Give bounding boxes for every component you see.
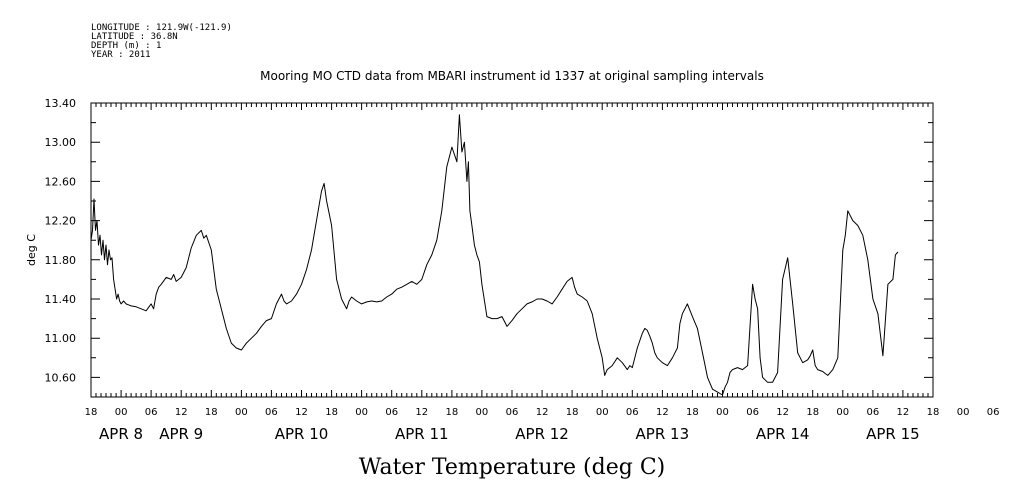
x-hour-label: 12 [175, 407, 188, 418]
longitude-label: LONGITUDE : 121.9W(-121.9) [91, 23, 232, 33]
x-day-label: APR 13 [636, 425, 690, 443]
depth-label: DEPTH (m) : 1 [91, 41, 161, 51]
x-axis: 18 00 06 12 18 00 06 12 18 00 06 12 18 00 06 12 18 00 06 12… [85, 407, 1000, 443]
plot-frame [90, 102, 934, 398]
x-hour-label: 12 [656, 407, 669, 418]
x-day-label: APR 10 [275, 425, 329, 443]
series-layer [90, 114, 899, 396]
x-hour-label: 06 [626, 407, 639, 418]
x-hour-label: 00 [836, 407, 849, 418]
x-day-label: APR 11 [395, 425, 449, 443]
year-label: YEAR : 2011 [91, 50, 151, 60]
x-hour-label: 18 [566, 407, 579, 418]
x-hour-label: 12 [897, 407, 910, 418]
temperature-series-line [90, 114, 899, 396]
x-hour-label: 06 [987, 407, 1000, 418]
x-hour-label: 00 [957, 407, 970, 418]
y-tick-label: 11.40 [45, 293, 77, 306]
x-hour-label: 00 [476, 407, 489, 418]
axis-ticks [90, 102, 934, 398]
x-hour-label: 18 [85, 407, 98, 418]
y-tick-label: 12.20 [45, 215, 77, 228]
x-hour-label: 18 [445, 407, 458, 418]
x-hour-label: 12 [776, 407, 789, 418]
y-tick-label: 12.60 [45, 175, 77, 188]
x-hour-label: 06 [385, 407, 398, 418]
x-hour-label: 00 [355, 407, 368, 418]
x-hour-label: 18 [686, 407, 699, 418]
x-day-label: APR 8 [99, 425, 143, 443]
x-hour-label: 12 [415, 407, 428, 418]
y-tick-label: 11.80 [45, 254, 77, 267]
x-hour-label: 00 [716, 407, 729, 418]
x-axis-label: Water Temperature (deg C) [359, 455, 666, 480]
x-day-label: APR 9 [159, 425, 203, 443]
y-tick-label: 13.00 [45, 136, 77, 149]
x-hour-label: 18 [806, 407, 819, 418]
x-hour-label: 00 [115, 407, 128, 418]
y-tick-label: 13.40 [45, 97, 77, 110]
y-tick-label: 11.00 [45, 332, 77, 345]
x-hour-label: 00 [596, 407, 609, 418]
x-hour-label: 06 [265, 407, 278, 418]
x-hour-label: 12 [295, 407, 308, 418]
x-hour-label: 06 [866, 407, 879, 418]
x-hour-label: 06 [506, 407, 519, 418]
y-tick-label: 10.60 [45, 371, 77, 384]
x-hour-label: 18 [927, 407, 940, 418]
x-hour-label: 00 [235, 407, 248, 418]
latitude-label: LATITUDE : 36.8N [91, 32, 178, 42]
x-hour-label: 06 [145, 407, 158, 418]
chart-title: Mooring MO CTD data from MBARI instrumen… [260, 69, 764, 83]
y-axis: 10.60 11.00 11.40 11.80 12.20 12.60 13.00 13.40 [45, 97, 77, 384]
x-day-label: APR 15 [866, 425, 920, 443]
x-hour-label: 12 [536, 407, 549, 418]
x-day-label: APR 12 [515, 425, 569, 443]
x-day-label: APR 14 [756, 425, 810, 443]
x-hour-label: 18 [205, 407, 218, 418]
x-hour-label: 18 [325, 407, 338, 418]
x-hour-label: 06 [746, 407, 759, 418]
y-axis-label: deg C [25, 234, 38, 266]
